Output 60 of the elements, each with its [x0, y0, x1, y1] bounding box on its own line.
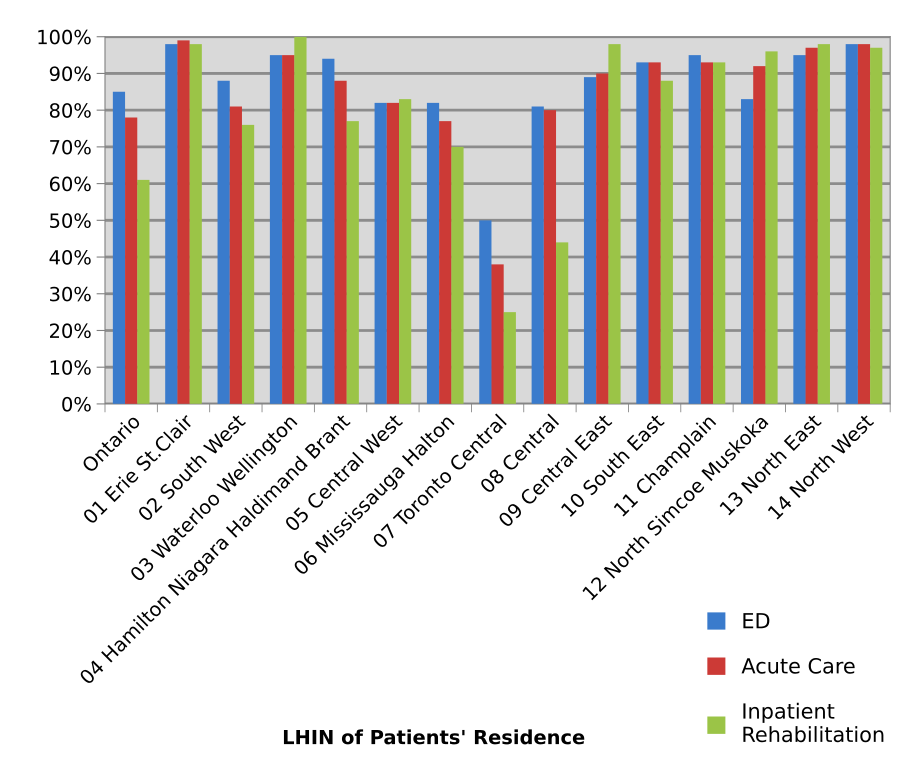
bar [700, 62, 714, 404]
x-axis-title: LHIN of Patients' Residence [284, 729, 584, 744]
bar [544, 110, 556, 404]
legend-label: Inpatient Rehabilitation [743, 702, 884, 742]
bar [648, 62, 661, 404]
bar [439, 121, 452, 404]
bar [346, 121, 359, 404]
bar [165, 44, 178, 404]
bar [177, 40, 190, 404]
bar [230, 106, 242, 404]
bar [858, 44, 870, 404]
bar [137, 180, 150, 404]
bar [218, 80, 230, 404]
bar [479, 220, 492, 404]
bar [399, 99, 412, 404]
y-tick-label: 30% [50, 286, 91, 302]
bar [713, 62, 726, 404]
bar [504, 312, 516, 404]
bar [765, 51, 778, 404]
bar [112, 92, 126, 404]
y-tick-label: 70% [50, 140, 91, 155]
legend-label: Acute Care [742, 658, 855, 674]
bar [596, 73, 608, 404]
y-tick-label: 90% [50, 66, 91, 82]
bar [190, 44, 202, 404]
y-tick-label: 10% [50, 360, 91, 375]
bar [426, 102, 440, 404]
bar [793, 55, 806, 404]
bar [660, 80, 673, 404]
bar [870, 48, 882, 404]
y-tick-label: 20% [50, 323, 91, 338]
bar [125, 118, 138, 404]
y-tick-label: 50% [50, 213, 91, 228]
bar [818, 44, 830, 404]
bar [491, 264, 504, 404]
y-tick-label: 80% [50, 103, 91, 118]
bar [374, 102, 387, 404]
bar [270, 55, 282, 404]
bar [636, 62, 649, 404]
bar [753, 66, 766, 404]
bar [584, 77, 596, 404]
bar [846, 44, 858, 404]
bar [532, 106, 544, 404]
bar [556, 242, 568, 404]
bar [322, 58, 334, 404]
bar [334, 80, 347, 404]
y-tick-label: 100% [38, 30, 91, 44]
bar [688, 55, 701, 404]
y-tick-label: 0% [62, 396, 91, 412]
bar [282, 55, 294, 404]
y-tick-label: 40% [50, 250, 91, 265]
bar [806, 48, 818, 404]
bar [451, 146, 464, 404]
bar [242, 124, 254, 404]
y-tick-label: 60% [50, 176, 91, 192]
legend-label: ED [743, 613, 770, 628]
bar [740, 99, 754, 404]
bar [386, 102, 399, 404]
bar [294, 36, 307, 404]
bar [608, 44, 621, 404]
